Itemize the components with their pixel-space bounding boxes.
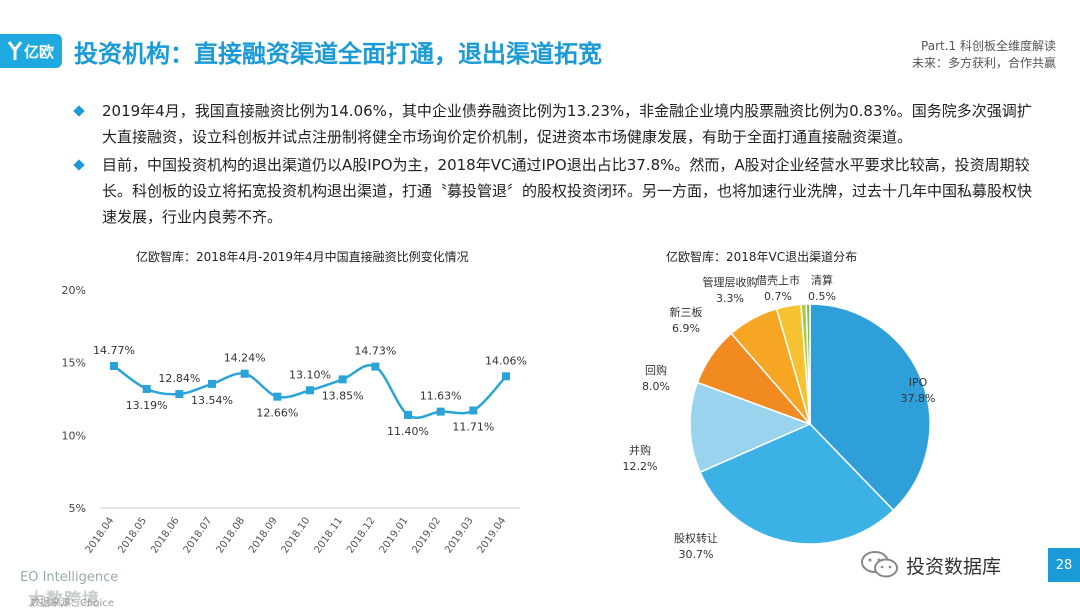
data-point-marker: [142, 384, 151, 393]
data-label: 14.06%: [485, 354, 527, 367]
line-chart-title: 亿欧智库：2018年4月-2019年4月中国直接融资比例变化情况: [136, 250, 469, 264]
data-label: 14.73%: [354, 345, 396, 358]
wechat-name: 投资数据库: [906, 555, 1002, 578]
data-label: 14.24%: [224, 352, 266, 365]
x-tick-label: 2019.02: [410, 515, 443, 555]
data-point-marker: [240, 369, 249, 378]
data-label: 11.40%: [387, 425, 429, 438]
pie-slice: [809, 303, 931, 512]
data-label: 14.77%: [93, 344, 135, 357]
slice-value-label: 6.9%: [672, 322, 700, 335]
data-point-marker: [175, 390, 184, 399]
x-tick-label: 2018.04: [84, 515, 117, 555]
pie-slice: [699, 423, 895, 545]
logo: 亿欧: [0, 34, 62, 68]
part-label: Part.1 科创板全维度解读: [921, 39, 1056, 53]
x-tick-label: 2019.04: [476, 515, 509, 555]
data-label: 12.84%: [158, 372, 200, 385]
slice-label: 回购: [645, 363, 667, 377]
diamond-bullet-icon: [73, 105, 85, 117]
x-tick-label: 2018.07: [182, 515, 215, 555]
data-point-marker: [208, 379, 216, 388]
page-number: 28: [1048, 548, 1080, 582]
data-label: 13.54%: [191, 394, 233, 407]
x-tick-label: 2018.10: [280, 515, 313, 555]
pie-chart: IPO 37.8% 股权转让 30.7% 并购 12.2% 回购 8.0% 新三板 6.9% 管理层…: [623, 273, 936, 561]
data-label: 11.63%: [420, 390, 462, 403]
data-point-marker: [110, 362, 118, 371]
slice-label: IPO: [909, 376, 928, 389]
bullet-item: 2019年4月，我国直接融资比例为14.06%，其中企业债券融资比例为13.23…: [72, 98, 1032, 150]
x-tick-label: 2018.11: [312, 515, 345, 555]
slice-label: 清算: [811, 273, 833, 287]
data-point-marker: [371, 362, 380, 371]
data-label: 13.85%: [322, 389, 364, 402]
data-label: 13.10%: [289, 368, 331, 381]
data-point-marker: [469, 406, 478, 415]
data-point-marker: [436, 407, 445, 416]
x-tick-label: 2019.01: [378, 515, 411, 555]
section-info: Part.1 科创板全维度解读 未来：多方获利，合作共赢: [912, 38, 1056, 72]
slice-value-label: 12.2%: [623, 460, 658, 473]
data-point-marker: [338, 375, 347, 384]
data-point-marker: [502, 372, 510, 381]
pie-slice: [689, 381, 813, 474]
x-tick-label: 2018.09: [247, 515, 280, 555]
x-tick-label: 2018.05: [116, 515, 149, 555]
y-tick-label: 15%: [62, 357, 86, 370]
slice-label: 并购: [629, 443, 651, 457]
pie-slice: [805, 303, 811, 425]
source-note: 数据来源：Choice: [30, 598, 114, 609]
slice-value-label: 3.3%: [716, 292, 744, 305]
page-title: 投资机构：直接融资渠道全面打通，退出渠道拓宽: [74, 40, 602, 68]
slice-label: 借壳上市: [756, 273, 800, 287]
bullet-list: 2019年4月，我国直接融资比例为14.06%，其中企业债券融资比例为13.23…: [72, 98, 1032, 232]
data-label: 13.19%: [126, 399, 168, 412]
slice-label: 股权转让: [674, 531, 718, 545]
x-tick-label: 2018.06: [149, 515, 182, 555]
slice-value-label: 30.7%: [679, 548, 714, 561]
data-point-marker: [273, 392, 282, 401]
wechat-icon: [861, 551, 898, 578]
x-tick-label: 2018.08: [214, 515, 247, 555]
data-label: 12.66%: [256, 407, 298, 420]
slice-label: 新三板: [670, 305, 703, 319]
bullet-text: 目前，中国投资机构的退出渠道仍以A股IPO为主，2018年VC通过IPO退出占比…: [102, 156, 1033, 226]
x-tick-label: 2018.12: [345, 515, 378, 555]
bullet-text: 2019年4月，我国直接融资比例为14.06%，其中企业债券融资比例为13.23…: [102, 102, 1032, 146]
data-point-marker: [306, 386, 314, 395]
part-subtitle: 未来：多方获利，合作共赢: [911, 56, 1056, 70]
slice-label: 管理层收购: [703, 275, 758, 289]
y-tick-label: 5%: [69, 502, 86, 515]
pie-chart-title: 亿欧智库：2018年VC退出渠道分布: [666, 250, 858, 264]
logo-y-icon: [7, 41, 22, 60]
x-tick-label: 2019.03: [443, 515, 476, 555]
diamond-bullet-icon: [73, 159, 85, 171]
y-tick-label: 10%: [62, 429, 86, 442]
slice-value-label: 8.0%: [642, 380, 670, 393]
bullet-item: 目前，中国投资机构的退出渠道仍以A股IPO为主，2018年VC通过IPO退出占比…: [72, 152, 1032, 230]
slice-value-label: 0.5%: [808, 290, 836, 303]
data-point-marker: [404, 410, 412, 419]
line-chart: 20%15%10%5%2018.04 2018.05 2018.06 2018.07 2…: [62, 284, 527, 556]
slice-value-label: 0.7%: [764, 290, 792, 303]
brand-text: EO Intelligence: [20, 570, 119, 585]
y-tick-label: 20%: [62, 284, 86, 297]
slice-value-label: 37.8%: [901, 392, 936, 405]
data-label: 11.71%: [452, 420, 494, 433]
wechat-badge: 投资数据库: [860, 550, 1001, 580]
watermark-text: 大数跨境: [28, 590, 100, 610]
logo-text: 亿欧: [23, 42, 54, 61]
